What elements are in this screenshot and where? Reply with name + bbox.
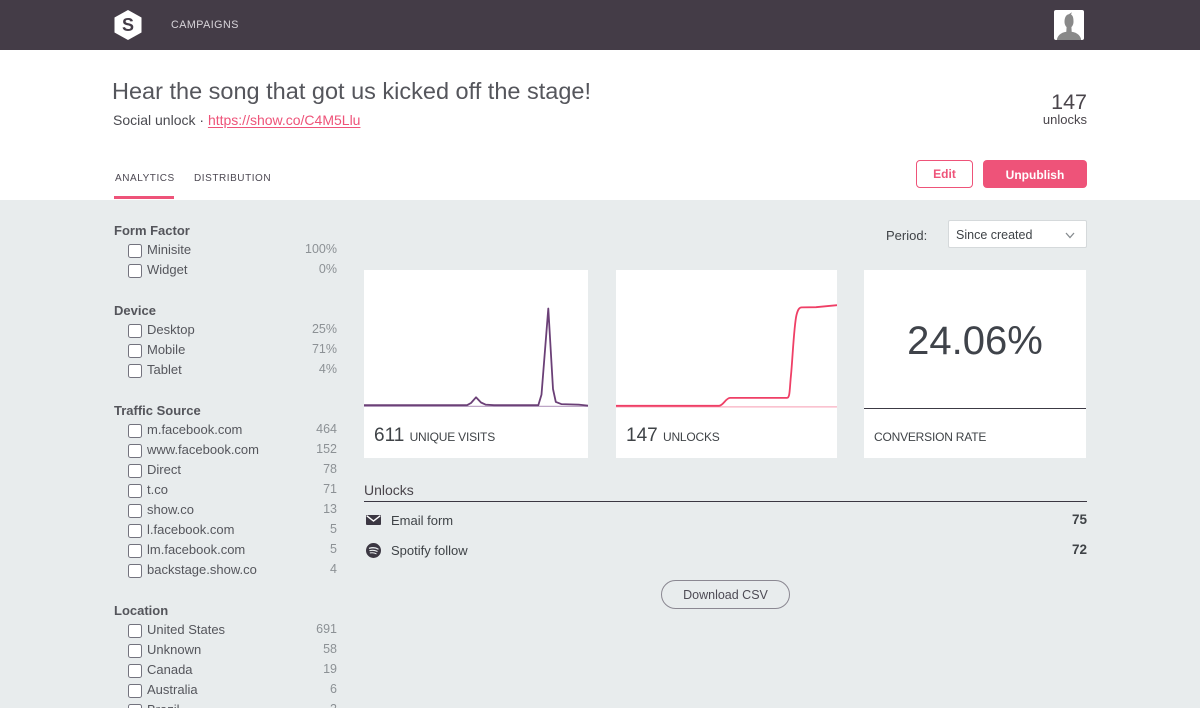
svg-text:S: S <box>122 15 134 35</box>
